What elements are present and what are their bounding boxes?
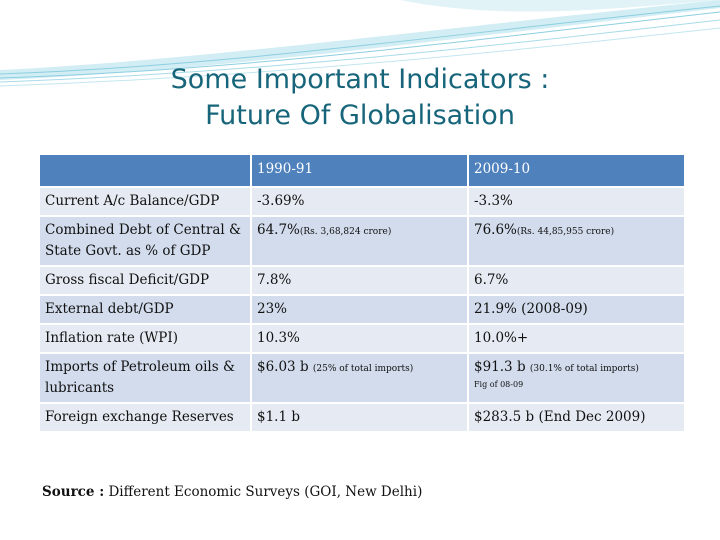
value-1990: 64.7% bbox=[257, 222, 300, 238]
indicator-cell: Imports of Petroleum oils & lubricants bbox=[38, 352, 252, 404]
header-1990-91: 1990-91 bbox=[250, 153, 469, 188]
value-1990: 23% bbox=[257, 301, 288, 317]
value-2009-subnote: Fig of 08-09 bbox=[474, 380, 524, 389]
table-row: Current A/c Balance/GDP -3.69% -3.3% bbox=[38, 186, 686, 217]
table-row: External debt/GDP 23% 21.9% (2008-09) bbox=[38, 294, 686, 325]
value-1990-cell: $1.1 b bbox=[250, 402, 469, 433]
decorative-swoosh bbox=[0, 0, 720, 87]
value-1990-note: (Rs. 3,68,824 crore) bbox=[299, 227, 392, 237]
value-1990-cell: 64.7%(Rs. 3,68,824 crore) bbox=[250, 215, 469, 267]
indicator-cell: Combined Debt of Central & State Govt. a… bbox=[38, 215, 252, 267]
title-line-2: Future Of Globalisation bbox=[205, 100, 515, 131]
slide-title: Some Important Indicators : Future Of Gl… bbox=[0, 62, 720, 134]
value-1990-cell: 10.3% bbox=[250, 323, 469, 354]
value-1990: $6.03 b bbox=[257, 359, 313, 375]
value-2009: 76.6% bbox=[474, 222, 517, 238]
indicators-table: 1990-91 2009-10 Current A/c Balance/GDP … bbox=[38, 153, 686, 433]
value-2009-cell: 6.7% bbox=[467, 265, 686, 296]
value-1990: -3.69% bbox=[257, 193, 305, 209]
table-row: Foreign exchange Reserves $1.1 b $283.5 … bbox=[38, 402, 686, 433]
value-2009-cell: 76.6%(Rs. 44,85,955 crore) bbox=[467, 215, 686, 267]
value-1990-cell: 7.8% bbox=[250, 265, 469, 296]
table-row: Combined Debt of Central & State Govt. a… bbox=[38, 215, 686, 267]
value-2009-cell: 21.9% (2008-09) bbox=[467, 294, 686, 325]
value-2009: 6.7% bbox=[474, 272, 509, 288]
table-row: Imports of Petroleum oils & lubricants $… bbox=[38, 352, 686, 404]
source-text: Different Economic Surveys (GOI, New Del… bbox=[104, 484, 423, 500]
value-1990-note: (25% of total imports) bbox=[312, 364, 414, 374]
value-2009-cell: 10.0%+ bbox=[467, 323, 686, 354]
source-label: Source : bbox=[42, 484, 105, 500]
source-line: Source : Different Economic Surveys (GOI… bbox=[42, 484, 422, 500]
value-1990: $1.1 b bbox=[257, 409, 300, 425]
value-2009: 10.0%+ bbox=[474, 330, 529, 346]
indicator-cell: Inflation rate (WPI) bbox=[38, 323, 252, 354]
value-1990-cell: 23% bbox=[250, 294, 469, 325]
value-1990: 7.8% bbox=[257, 272, 292, 288]
table-row: Gross fiscal Deficit/GDP 7.8% 6.7% bbox=[38, 265, 686, 296]
value-2009-cell: $91.3 b (30.1% of total imports) Fig of 0… bbox=[467, 352, 686, 404]
table-header-row: 1990-91 2009-10 bbox=[38, 153, 686, 188]
value-2009-cell: $283.5 b (End Dec 2009) bbox=[467, 402, 686, 433]
indicator-cell: Foreign exchange Reserves bbox=[38, 402, 252, 433]
value-1990-cell: -3.69% bbox=[250, 186, 469, 217]
value-1990-cell: $6.03 b (25% of total imports) bbox=[250, 352, 469, 404]
header-indicator bbox=[38, 153, 252, 188]
value-2009-note: (Rs. 44,85,955 crore) bbox=[516, 227, 615, 237]
table-row: Inflation rate (WPI) 10.3% 10.0%+ bbox=[38, 323, 686, 354]
value-2009: $283.5 b (End Dec 2009) bbox=[474, 409, 646, 425]
value-2009: $91.3 b bbox=[474, 359, 530, 375]
title-line-1: Some Important Indicators : bbox=[170, 64, 550, 95]
value-2009: -3.3% bbox=[474, 193, 513, 209]
value-1990: 10.3% bbox=[257, 330, 300, 346]
indicator-cell: Gross fiscal Deficit/GDP bbox=[38, 265, 252, 296]
value-2009-note: (30.1% of total imports) bbox=[529, 364, 639, 374]
value-2009-cell: -3.3% bbox=[467, 186, 686, 217]
header-2009-10: 2009-10 bbox=[467, 153, 686, 188]
value-2009: 21.9% (2008-09) bbox=[474, 301, 588, 317]
indicator-cell: Current A/c Balance/GDP bbox=[38, 186, 252, 217]
indicator-cell: External debt/GDP bbox=[38, 294, 252, 325]
